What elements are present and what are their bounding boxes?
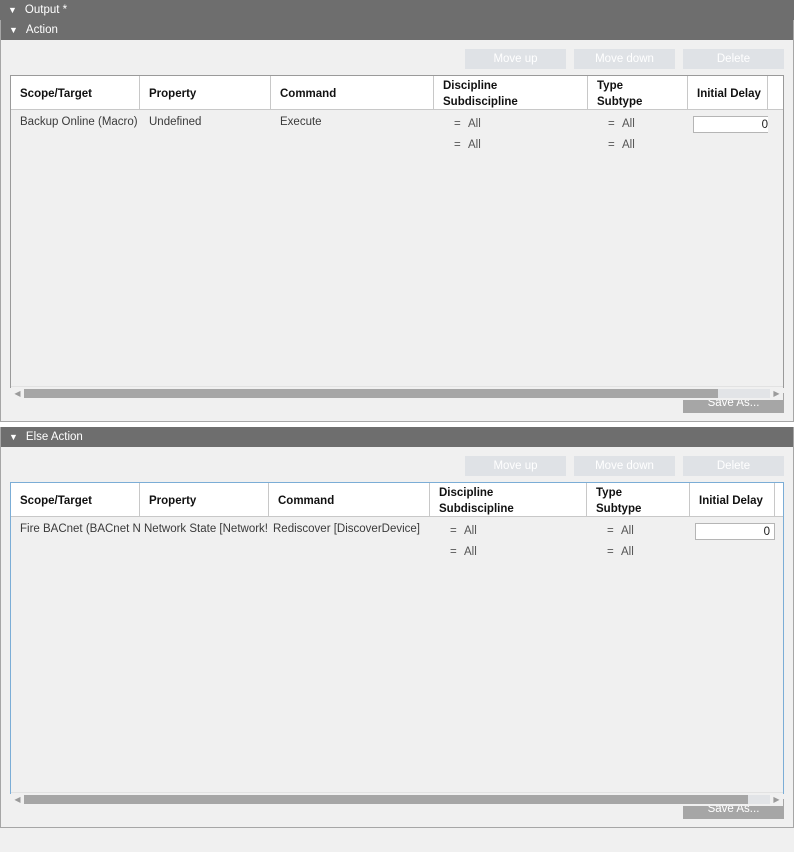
section-else-action-body: Move up Move down Delete Scope/Target Pr… [1, 447, 793, 827]
cell-command[interactable]: Rediscover [DiscoverDevice] [273, 523, 420, 535]
triangle-down-icon[interactable]: ▼ [9, 24, 18, 35]
move-up-button[interactable]: Move up [465, 49, 566, 69]
delete-button[interactable]: Delete [683, 49, 784, 69]
initial-delay-input[interactable]: 0 [695, 523, 775, 540]
else-action-grid[interactable]: Scope/Target Property Command Discipline… [10, 482, 784, 806]
move-down-button[interactable]: Move down [574, 49, 675, 69]
cell-property[interactable]: Undefined [149, 116, 202, 128]
scroll-right-arrow-icon[interactable]: ▶ [773, 795, 780, 804]
cell-scope-target[interactable]: Fire BACnet (BACnet Net [20, 523, 140, 535]
move-up-button[interactable]: Move up [465, 456, 566, 476]
section-action-body: Move up Move down Delete Scope/Target Pr… [1, 40, 793, 421]
column-header-scope-target[interactable]: Scope/Target [11, 483, 140, 516]
subdiscipline-operator: = [450, 546, 457, 558]
scroll-right-arrow-icon[interactable]: ▶ [773, 389, 780, 398]
cell-discipline[interactable]: = All = All [434, 110, 588, 152]
discipline-value: All [464, 525, 477, 537]
scroll-left-arrow-icon[interactable]: ◀ [14, 795, 21, 804]
section-divider [0, 422, 794, 427]
column-header-property[interactable]: Property [140, 483, 269, 516]
else-action-grid-body: Fire BACnet (BACnet Net Network State [N… [11, 517, 783, 792]
section-else-action-title: Else Action [25, 431, 83, 443]
subdiscipline-value: All [468, 139, 481, 151]
action-grid-header: Scope/Target Property Command Discipline… [11, 76, 783, 110]
type-operator: = [607, 525, 614, 537]
column-header-scope-target[interactable]: Scope/Target [11, 76, 140, 109]
cell-type[interactable]: = All = All [588, 110, 688, 152]
type-value: All [621, 525, 634, 537]
table-row[interactable]: Backup Online (Macro) Undefined Execute … [11, 110, 783, 152]
type-value: All [622, 118, 635, 130]
else-action-horizontal-scrollbar[interactable]: ◀ ▶ [11, 792, 783, 806]
section-else-action-header[interactable]: ▼ Else Action [1, 427, 793, 447]
initial-delay-input[interactable]: 0 [693, 116, 768, 133]
action-grid[interactable]: Scope/Target Property Command Discipline… [10, 75, 784, 400]
triangle-down-icon[interactable]: ▼ [9, 431, 18, 442]
scroll-thumb[interactable] [24, 389, 718, 398]
type-operator: = [608, 118, 615, 130]
column-header-discipline[interactable]: Discipline Subdiscipline [434, 76, 588, 109]
cell-property[interactable]: Network State [Network! [144, 523, 268, 535]
action-grid-body: Backup Online (Macro) Undefined Execute … [11, 110, 783, 386]
subtype-value: All [621, 546, 634, 558]
column-header-command[interactable]: Command [271, 76, 434, 109]
discipline-operator: = [450, 525, 457, 537]
subtype-operator: = [608, 139, 615, 151]
output-header-bar[interactable]: ▼ Output * [0, 0, 794, 20]
column-header-discipline[interactable]: Discipline Subdiscipline [430, 483, 587, 516]
output-title: Output * [24, 4, 68, 16]
column-header-initial-delay[interactable]: Initial Delay [688, 76, 768, 109]
column-header-type[interactable]: Type Subtype [587, 483, 690, 516]
cell-discipline[interactable]: = All = All [430, 517, 587, 559]
scroll-thumb[interactable] [24, 795, 748, 804]
column-header-property[interactable]: Property [140, 76, 271, 109]
subtype-value: All [622, 139, 635, 151]
action-horizontal-scrollbar[interactable]: ◀ ▶ [11, 386, 783, 400]
table-row[interactable]: Fire BACnet (BACnet Net Network State [N… [11, 517, 783, 559]
cell-scope-target[interactable]: Backup Online (Macro) [20, 116, 138, 128]
else-action-grid-header: Scope/Target Property Command Discipline… [11, 483, 783, 517]
section-else-action: ▼ Else Action Move up Move down Delete S… [0, 427, 794, 828]
section-action: ▼ Action Move up Move down Delete Scope/… [0, 20, 794, 422]
delete-button[interactable]: Delete [683, 456, 784, 476]
cell-initial-delay[interactable]: 0 [688, 110, 768, 152]
column-header-command[interactable]: Command [269, 483, 430, 516]
scroll-track[interactable] [24, 389, 770, 398]
triangle-down-icon[interactable]: ▼ [8, 4, 17, 15]
subdiscipline-operator: = [454, 139, 461, 151]
subtype-operator: = [607, 546, 614, 558]
discipline-value: All [468, 118, 481, 130]
column-header-type[interactable]: Type Subtype [588, 76, 688, 109]
subdiscipline-value: All [464, 546, 477, 558]
section-action-title: Action [25, 24, 58, 36]
discipline-operator: = [454, 118, 461, 130]
action-toolbar: Move up Move down Delete [10, 46, 784, 75]
section-action-header[interactable]: ▼ Action [1, 20, 793, 40]
else-action-toolbar: Move up Move down Delete [10, 453, 784, 482]
scroll-left-arrow-icon[interactable]: ◀ [14, 389, 21, 398]
move-down-button[interactable]: Move down [574, 456, 675, 476]
cell-command[interactable]: Execute [280, 116, 322, 128]
output-body: ▼ Action Move up Move down Delete Scope/… [0, 20, 794, 828]
cell-initial-delay[interactable]: 0 [690, 517, 775, 559]
cell-type[interactable]: = All = All [587, 517, 690, 559]
scroll-track[interactable] [24, 795, 770, 804]
column-header-initial-delay[interactable]: Initial Delay [690, 483, 775, 516]
